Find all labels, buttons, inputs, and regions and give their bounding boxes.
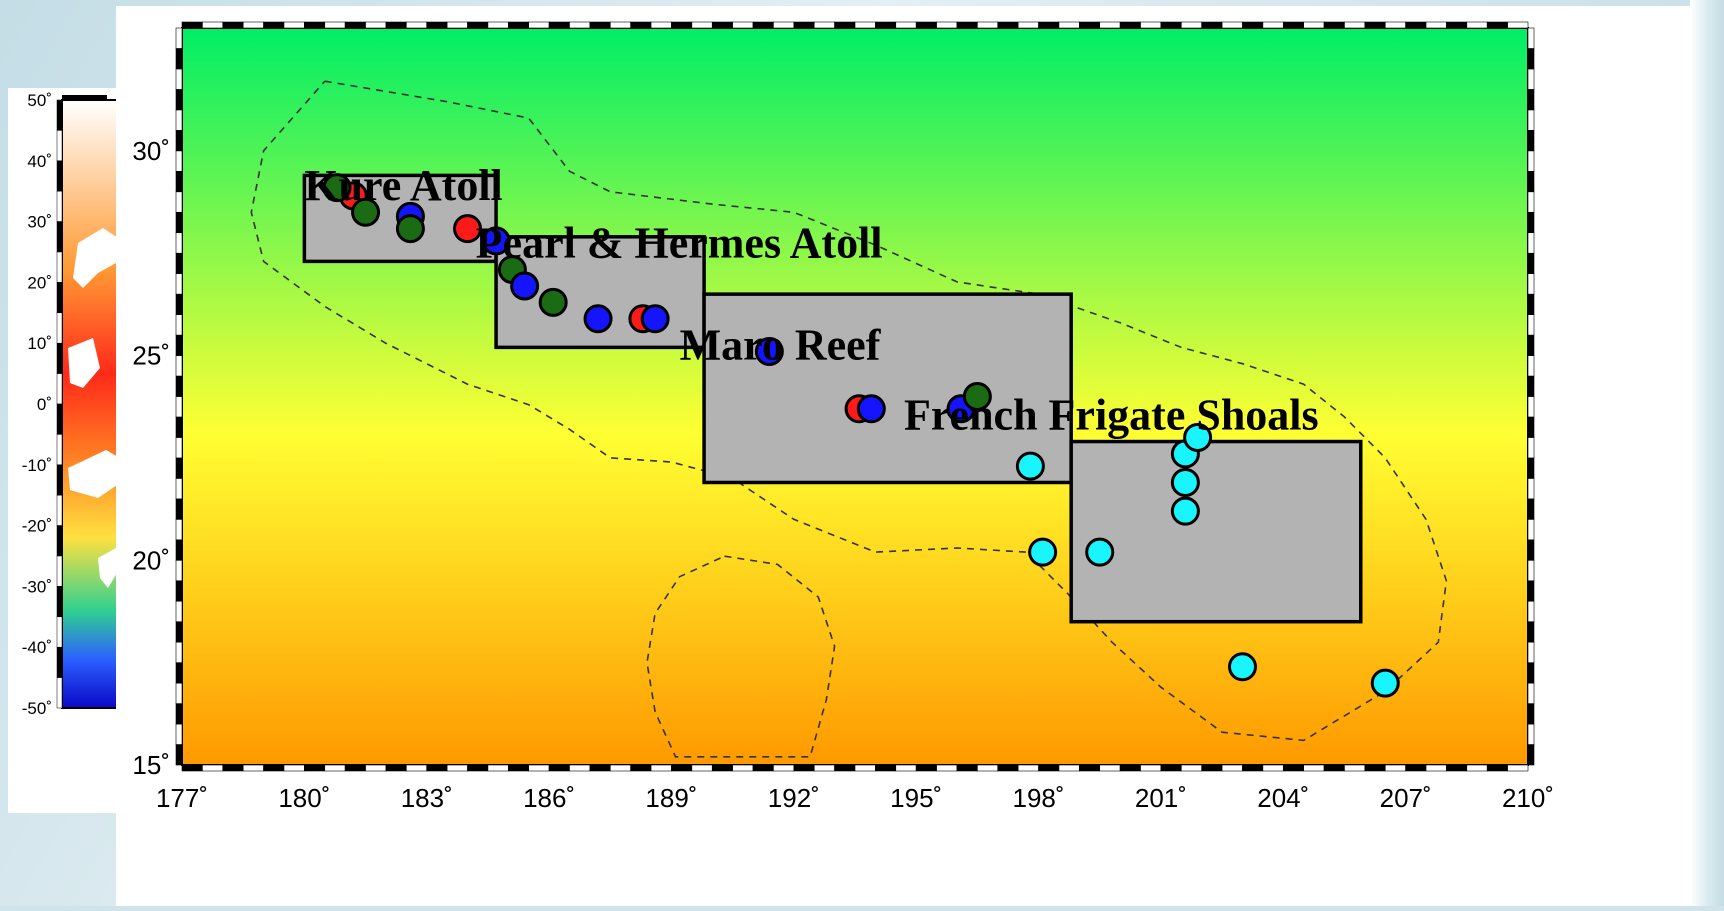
x-tick-label: 207˚ <box>1380 783 1432 813</box>
region-box-french-frigate-shoals <box>1069 439 1363 624</box>
region-label-pearl-hermes-atoll: Pearl & Hermes Atoll <box>476 218 883 267</box>
y-tick-label: 30˚ <box>132 136 170 166</box>
station-point-cyan <box>1170 467 1200 497</box>
region-label-french-frigate-shoals: French Frigate Shoals <box>904 390 1319 439</box>
region-labels: Kure Atoll Pearl & Hermes Atoll Maro Reef F… <box>304 161 1318 439</box>
x-tick-label: 186˚ <box>523 783 575 813</box>
region-label-kure-atoll: Kure Atoll <box>304 161 502 210</box>
inset-lat-tick-label: 10˚ <box>27 334 52 353</box>
inset-lat-tick-label: 30˚ <box>27 213 52 232</box>
inset-lat-tick-labels: 50˚ 40˚ 30˚ 20˚ 10˚ 0˚ -10˚ -20˚ -30˚ -40˚ -50˚ <box>22 91 52 718</box>
station-point-cyan <box>1370 668 1400 698</box>
inset-lat-tick-label: 40˚ <box>27 152 52 171</box>
station-point-cyan <box>1170 496 1200 526</box>
inset-lat-tick-label: -10˚ <box>22 456 52 475</box>
contour-line-0 <box>250 80 1448 742</box>
inset-lat-tick-label: 20˚ <box>27 273 52 292</box>
latitude-tick-labels: 15˚ 20˚ 25˚ 30˚ <box>132 136 170 780</box>
y-tick-label: 20˚ <box>132 545 170 575</box>
x-tick-label: 201˚ <box>1135 783 1187 813</box>
station-point-green <box>322 173 352 203</box>
station-point-cyan <box>1015 451 1045 481</box>
y-tick-label: 15˚ <box>132 750 170 780</box>
inset-lat-tick-label: -30˚ <box>22 577 52 596</box>
y-tick-label: 25˚ <box>132 341 170 371</box>
station-point-green <box>538 287 568 317</box>
region-box-maro-reef <box>702 292 1073 485</box>
right-edge-panel <box>1690 0 1724 906</box>
inset-lat-tick-label: -40˚ <box>22 638 52 657</box>
station-point-cyan <box>1085 537 1115 567</box>
station-point-blue <box>754 336 784 366</box>
station-point-green <box>395 214 425 244</box>
x-tick-label: 210˚ <box>1502 783 1554 813</box>
x-tick-label: 198˚ <box>1013 783 1065 813</box>
station-point-green <box>351 197 381 227</box>
inset-lat-tick-label: -20˚ <box>22 517 52 536</box>
main-map: Kure Atoll Pearl & Hermes Atoll Maro Reef F… <box>132 21 1554 813</box>
inset-lat-tick-label: 0˚ <box>37 395 52 414</box>
x-tick-label: 195˚ <box>890 783 942 813</box>
x-tick-label: 192˚ <box>768 783 820 813</box>
station-point-cyan <box>1183 422 1213 452</box>
x-tick-label: 189˚ <box>645 783 697 813</box>
station-point-blue <box>583 304 613 334</box>
inset-lat-tick-label: 50˚ <box>27 91 52 110</box>
station-point-blue <box>640 304 670 334</box>
station-point-red <box>453 214 483 244</box>
contour-line-1 <box>646 555 836 758</box>
contour-lines <box>250 80 1448 758</box>
station-point-cyan <box>1028 537 1058 567</box>
station-point-blue <box>510 271 540 301</box>
region-label-maro-reef: Maro Reef <box>680 321 882 370</box>
map-frame <box>175 21 1535 772</box>
main-map-panel: Kure Atoll Pearl & Hermes Atoll Maro Reef F… <box>116 6 1692 906</box>
x-tick-label: 204˚ <box>1257 783 1309 813</box>
x-tick-label: 180˚ <box>278 783 330 813</box>
station-points <box>322 173 1400 698</box>
station-point-blue <box>481 226 511 256</box>
inset-lat-tick-label: -50˚ <box>22 699 52 718</box>
longitude-tick-labels: 177˚ 180˚ 183˚ 186˚ 189˚ 192˚ 195˚ 198˚ 201˚ 204˚… <box>156 783 1554 813</box>
station-point-blue <box>856 394 886 424</box>
x-tick-label: 183˚ <box>401 783 453 813</box>
station-point-green <box>962 382 992 411</box>
x-tick-label: 177˚ <box>156 783 208 813</box>
station-point-cyan <box>1227 652 1257 682</box>
